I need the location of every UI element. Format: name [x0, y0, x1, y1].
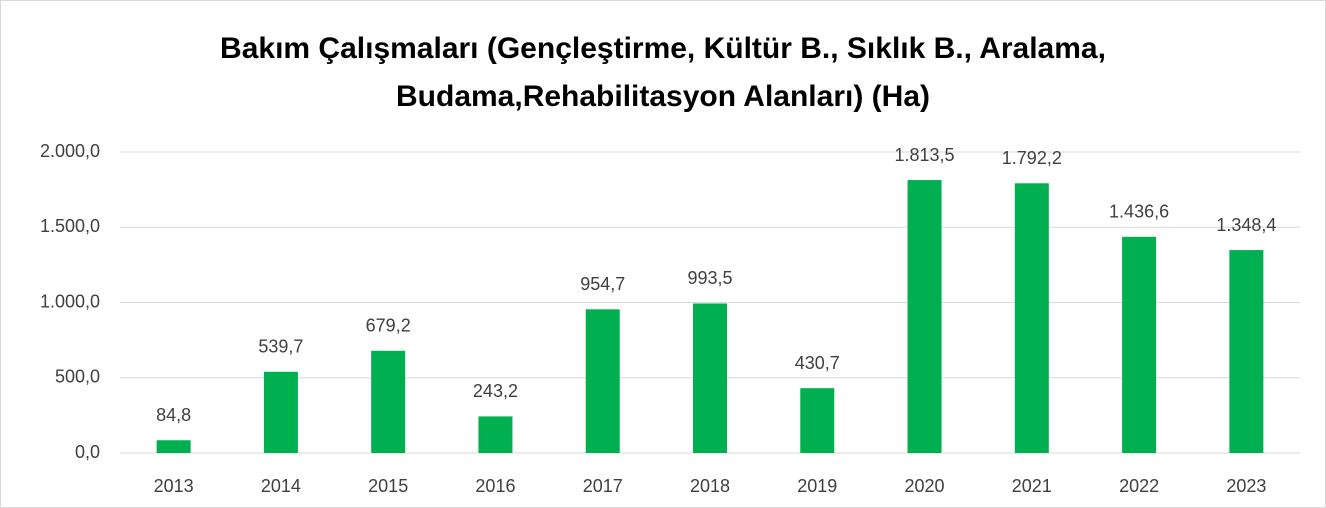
bar — [1122, 236, 1157, 453]
data-label: 539,7 — [258, 337, 303, 357]
bar — [263, 371, 298, 453]
data-label: 993,5 — [687, 268, 732, 288]
bar — [1229, 250, 1264, 453]
bar — [907, 180, 942, 454]
bar — [156, 440, 191, 453]
data-label: 954,7 — [580, 274, 625, 294]
bar — [800, 388, 835, 453]
x-tick-label: 2017 — [583, 476, 623, 496]
data-label: 679,2 — [366, 316, 411, 336]
x-tick-label: 2019 — [797, 476, 837, 496]
data-label: 243,2 — [473, 381, 518, 401]
data-label: 1.436,6 — [1109, 202, 1169, 222]
x-tick-label: 2020 — [905, 476, 945, 496]
data-label: 84,8 — [156, 405, 191, 425]
y-tick-label: 1.500,0 — [40, 216, 100, 236]
x-tick-label: 2018 — [690, 476, 730, 496]
bar — [693, 303, 727, 453]
data-label: 1.792,2 — [1002, 148, 1062, 168]
data-label: 430,7 — [795, 353, 840, 373]
x-tick-label: 2022 — [1119, 476, 1159, 496]
y-tick-label: 2.000,0 — [40, 141, 100, 161]
bar — [478, 416, 513, 453]
data-label: 1.348,4 — [1216, 215, 1276, 235]
x-tick-label: 2023 — [1226, 476, 1266, 496]
data-label: 1.813,5 — [895, 145, 955, 165]
chart-title: Budama,Rehabilitasyon Alanları) (Ha) — [396, 80, 930, 113]
x-tick-label: 2015 — [368, 476, 408, 496]
x-tick-label: 2013 — [154, 476, 194, 496]
x-tick-label: 2014 — [261, 476, 301, 496]
x-tick-label: 2016 — [475, 476, 515, 496]
bar — [1014, 183, 1049, 453]
chart-title: Bakım Çalışmaları (Gençleştirme, Kültür … — [220, 32, 1106, 65]
y-tick-label: 1.000,0 — [40, 291, 100, 311]
x-tick-label: 2021 — [1012, 476, 1052, 496]
bar — [585, 309, 620, 453]
y-tick-label: 0,0 — [75, 442, 100, 462]
bar — [371, 350, 406, 453]
y-tick-label: 500,0 — [55, 367, 100, 387]
